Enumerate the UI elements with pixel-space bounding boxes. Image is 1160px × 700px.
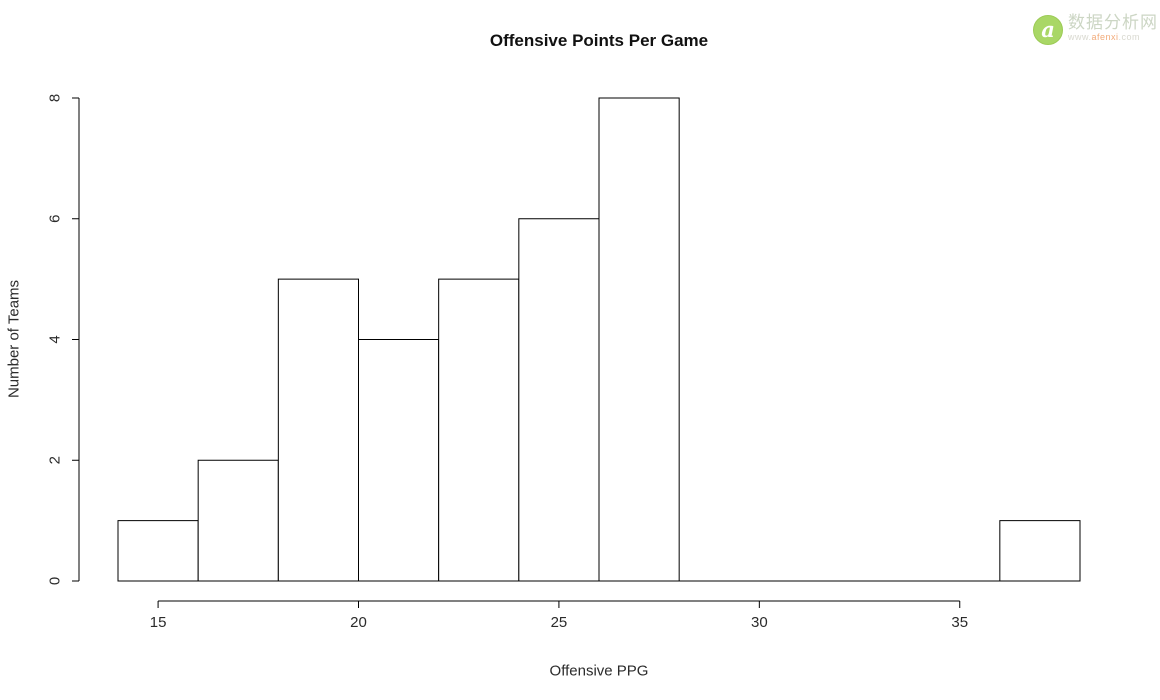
y-tick-label: 8 (47, 94, 64, 102)
histogram-bar (277, 278, 360, 582)
afenxi-logo-icon: a (1033, 15, 1063, 45)
histogram-bar (518, 218, 600, 582)
chart-title: Offensive Points Per Game (489, 31, 709, 50)
histogram-bar (598, 97, 680, 582)
x-tick-label: 35 (951, 614, 968, 631)
histogram-bar (117, 520, 199, 582)
watermark: a 数据分析网 www.afenxi.com (1033, 13, 1158, 45)
url-suffix: .com (1118, 32, 1141, 42)
url-name: afenxi (1091, 32, 1119, 42)
y-tick-label: 0 (47, 577, 64, 585)
x-tick-label: 30 (751, 614, 768, 631)
x-tick-label: 25 (551, 614, 568, 631)
y-tick-label: 2 (47, 456, 64, 464)
watermark-site-url: www.afenxi.com (1068, 32, 1158, 43)
y-axis-label: Number of Teams (5, 279, 23, 399)
x-tick-label: 20 (350, 614, 367, 631)
url-prefix: www. (1068, 32, 1092, 42)
histogram-bar (197, 459, 279, 582)
histogram-bar (999, 520, 1081, 582)
histogram-bar (358, 339, 440, 582)
watermark-text: 数据分析网 www.afenxi.com (1068, 13, 1158, 43)
x-axis-label: Offensive PPG (549, 662, 649, 680)
y-tick-label: 4 (47, 335, 64, 343)
histogram-bar (438, 278, 520, 582)
logo-letter: a (1041, 16, 1055, 42)
x-tick-label: 15 (150, 614, 167, 631)
watermark-site-name: 数据分析网 (1068, 13, 1158, 32)
y-tick-label: 6 (47, 215, 64, 223)
